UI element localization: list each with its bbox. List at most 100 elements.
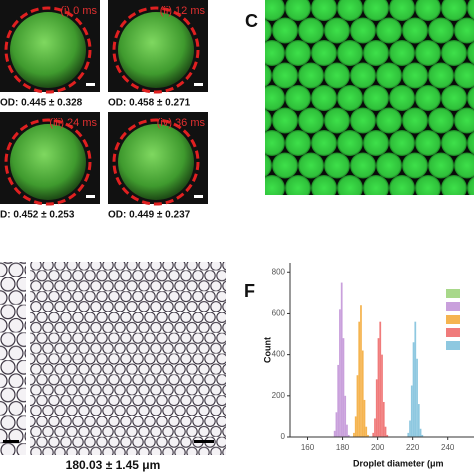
od-caption: OD: 0.458 ± 0.271 <box>108 98 191 109</box>
packed-droplet <box>467 131 474 155</box>
packed-droplets <box>233 0 474 195</box>
droplet <box>10 12 86 88</box>
hist-bar <box>363 399 366 437</box>
hist-bar <box>381 354 383 437</box>
packed-droplet <box>233 85 259 111</box>
outline <box>4 118 92 206</box>
packed-droplet <box>441 0 467 21</box>
packed-droplet <box>376 107 402 134</box>
hist-bar <box>358 321 361 437</box>
hist-bar <box>379 321 382 437</box>
hist-bar <box>356 375 359 437</box>
packed-droplet <box>311 130 337 156</box>
hist-bar <box>384 426 387 437</box>
scale-bar <box>194 83 203 86</box>
hist-bar <box>410 385 413 437</box>
hist-bar <box>375 379 378 437</box>
hist-bar <box>407 432 410 437</box>
hist-bar <box>414 321 417 437</box>
packed-droplet <box>402 62 428 89</box>
packed-droplet <box>363 40 389 66</box>
packed-droplet <box>285 130 311 156</box>
y-tick-label: 0 <box>281 432 286 441</box>
packed-droplet <box>363 175 389 195</box>
packed-droplet <box>467 0 474 20</box>
x-axis-label: Droplet diameter (μm <box>353 458 444 468</box>
hist-bar <box>419 428 422 437</box>
packed-droplet <box>265 153 272 178</box>
legend-swatch <box>446 302 460 311</box>
micro-image <box>30 262 226 455</box>
packed-droplet <box>298 17 324 44</box>
hist-bar <box>346 424 348 437</box>
hist-bar <box>367 434 369 437</box>
packed-droplet <box>389 40 415 66</box>
packed-droplet <box>363 130 389 156</box>
packed-droplet <box>337 85 363 111</box>
packed-droplet <box>311 40 337 66</box>
hist-bar <box>382 401 385 437</box>
hist-bar <box>347 434 350 437</box>
packed-droplet <box>311 0 337 21</box>
od-caption: OD: 0.445 ± 0.328 <box>0 98 83 109</box>
packed-droplet <box>428 17 454 44</box>
packed-droplet <box>350 17 376 44</box>
packed-droplet <box>363 85 389 111</box>
packed-droplet <box>389 0 415 21</box>
hist-bar <box>386 434 389 437</box>
y-axis-label: Count <box>262 337 272 363</box>
packed-droplet <box>376 17 402 44</box>
hist-bar <box>409 420 411 437</box>
packed-droplet <box>402 17 428 44</box>
packed-droplet <box>265 40 285 66</box>
packed-droplet <box>324 62 350 89</box>
hist-bar <box>374 418 376 437</box>
packed-droplet <box>454 62 474 89</box>
packed-droplet <box>467 86 474 110</box>
hist-bar <box>417 404 420 437</box>
packed-droplet <box>350 62 376 89</box>
hist-bar <box>353 432 355 437</box>
x-tick-label: 180 <box>336 443 350 452</box>
packed-droplet <box>389 175 415 195</box>
legend-swatch <box>446 289 460 298</box>
hist-bar <box>361 350 364 437</box>
packed-droplet <box>454 17 474 44</box>
packed-droplet <box>441 85 467 111</box>
packed-droplet <box>454 152 474 179</box>
y-tick-label: 800 <box>272 267 286 276</box>
packed-droplet <box>324 107 350 134</box>
y-tick-label: 600 <box>272 309 286 318</box>
packed-droplet <box>350 152 376 179</box>
packed-droplet <box>285 40 311 66</box>
packed-droplet <box>337 40 363 66</box>
packed-droplet <box>265 175 285 195</box>
droplet <box>118 12 194 88</box>
packed-droplet <box>467 41 474 65</box>
legend-swatch <box>446 328 460 337</box>
packed-droplet <box>402 107 428 134</box>
droplet-panels: (i) 0 ms OD: 0.445 ± 0.328 (ii) 12 ms OD: 0… <box>0 0 208 221</box>
droplet <box>10 124 86 200</box>
x-tick-label: 160 <box>301 443 315 452</box>
packed-droplet <box>467 176 474 195</box>
packed-droplet <box>324 17 350 44</box>
x-tick-label: 240 <box>441 443 455 452</box>
packed-droplet <box>389 85 415 111</box>
od-caption: OD: 0.449 ± 0.237 <box>108 210 191 221</box>
hist-bar <box>412 342 415 437</box>
scale-bar <box>86 195 95 198</box>
hist-bar <box>360 305 362 437</box>
hist-bar <box>372 432 375 437</box>
packed-droplet <box>428 107 454 134</box>
hist-bar <box>421 434 424 437</box>
outline <box>4 6 92 94</box>
time-label: (ii) 12 ms <box>160 5 206 17</box>
packed-droplet <box>285 85 311 111</box>
hist-bar <box>333 430 336 437</box>
packed-droplet <box>272 62 298 89</box>
hist-bar <box>354 416 357 437</box>
packed-droplet <box>233 40 259 66</box>
panel-label: C <box>245 11 258 31</box>
packed-droplet <box>298 62 324 89</box>
